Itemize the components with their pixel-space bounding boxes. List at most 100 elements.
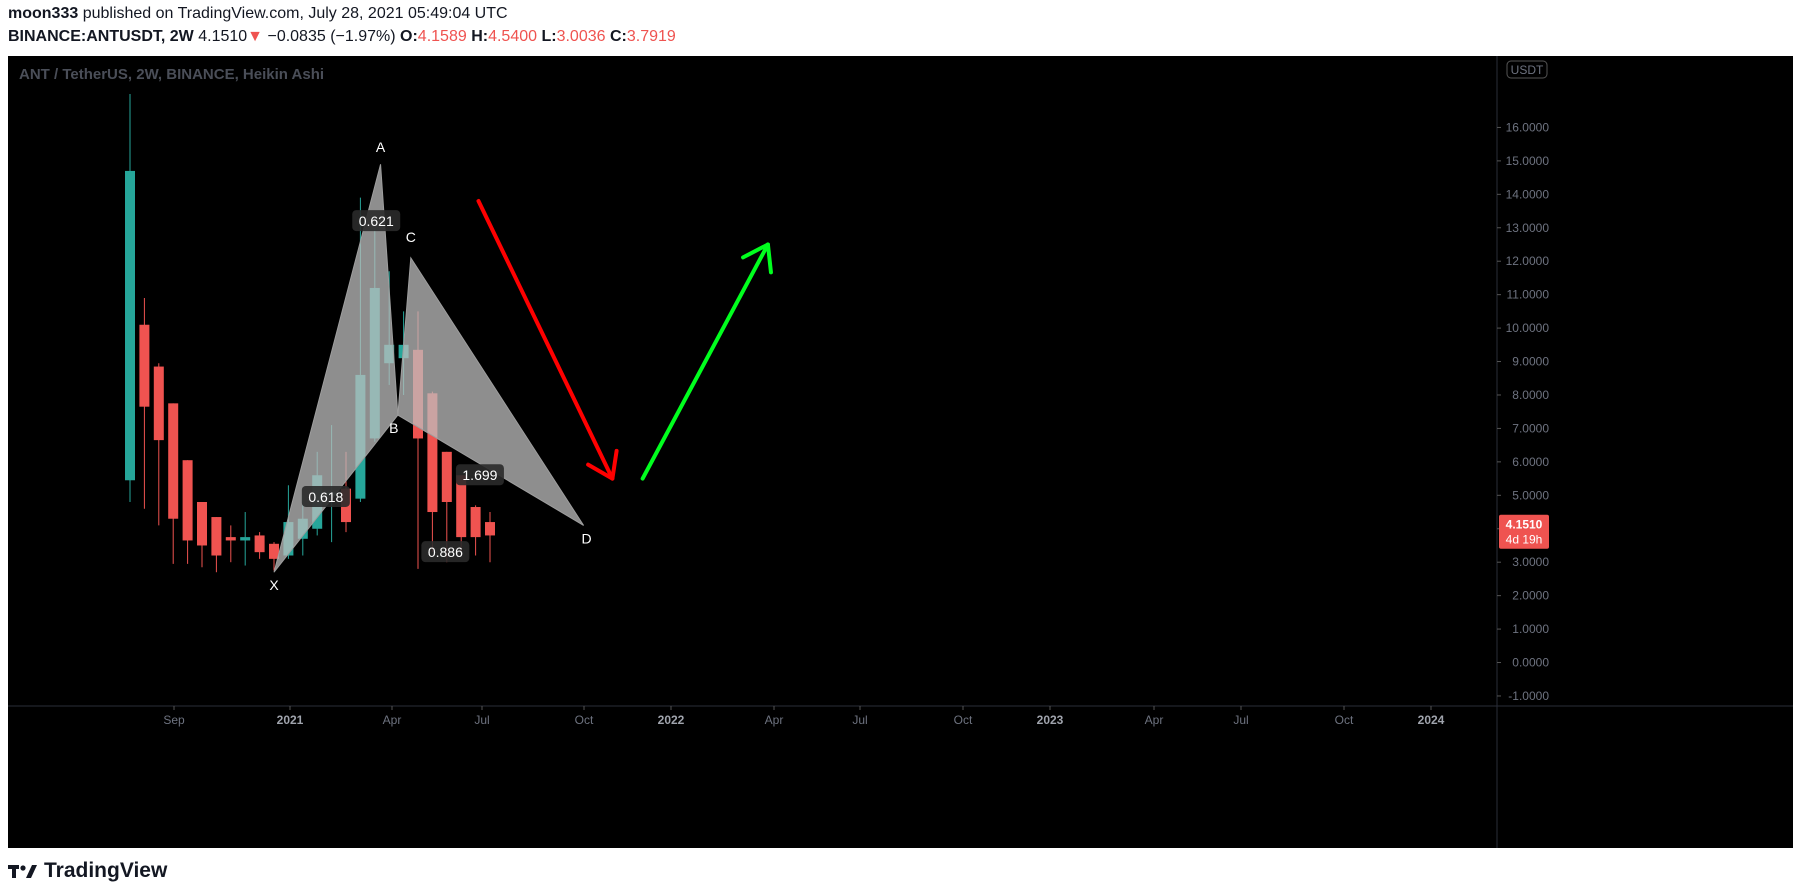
- y-tick-label: 11.0000: [1507, 288, 1550, 302]
- candle-body: [269, 543, 279, 559]
- open-value: 4.1589: [417, 28, 467, 45]
- ratio-label: 1.699: [455, 464, 504, 486]
- candle-body: [485, 522, 495, 536]
- x-tick-label: 2024: [1418, 713, 1445, 727]
- down-arrow-icon: ▼: [247, 28, 264, 45]
- chart-title: ANT / TetherUS, 2W, BINANCE, Heikin Ashi: [19, 66, 325, 83]
- y-tick-label: 1.0000: [1512, 622, 1549, 636]
- pattern-point-a: A: [376, 139, 386, 155]
- y-tick-label: 12.0000: [1506, 254, 1550, 268]
- ratio-label-text: 0.886: [428, 544, 463, 560]
- last-price-value: 4.1510: [1506, 518, 1543, 532]
- candle-body: [197, 502, 207, 546]
- candle-body: [225, 537, 236, 541]
- bar-countdown: 4d 19h: [1506, 533, 1543, 547]
- x-tick-label: Jul: [474, 713, 489, 727]
- red-arrow-shaft: [476, 199, 615, 481]
- x-tick-label: Apr: [765, 713, 784, 727]
- x-tick-label: Jul: [852, 713, 867, 727]
- pattern-point-x: X: [269, 577, 279, 593]
- red-arrow-head: [586, 448, 619, 481]
- low-value: 3.0036: [556, 28, 606, 45]
- y-tick-label: 9.0000: [1512, 355, 1549, 369]
- last-price-box: [1499, 514, 1549, 549]
- ratio-label-box: [352, 210, 401, 232]
- candle-body: [427, 393, 438, 513]
- ratio-label-box: [421, 541, 470, 563]
- x-tick-label: 2022: [658, 713, 685, 727]
- low-label: L:: [541, 28, 557, 45]
- publish-line: moon333 published on TradingView.com, Ju…: [8, 5, 508, 23]
- ratio-label-text: 0.621: [359, 213, 394, 229]
- candle-body: [441, 451, 452, 502]
- x-tick-label: Oct: [954, 713, 973, 727]
- x-tick-label: Oct: [575, 713, 594, 727]
- ratio-label: 0.621: [352, 210, 401, 232]
- y-tick-label: 10.0000: [1506, 321, 1550, 335]
- last-price: 4.1510: [198, 28, 248, 45]
- candle-body: [182, 460, 193, 541]
- symbol-line: BINANCE:ANTUSDT, 2W 4.1510▼ −0.0835 (−1.…: [8, 28, 676, 46]
- candle-body: [240, 537, 251, 541]
- x-tick-label: Jul: [1233, 713, 1248, 727]
- tradingview-footer[interactable]: TradingView: [8, 859, 167, 883]
- y-tick-label: 5.0000: [1512, 488, 1549, 502]
- close-value: 3.7919: [626, 28, 676, 45]
- pattern-point-c: C: [406, 229, 416, 245]
- y-tick-label: 3.0000: [1512, 555, 1549, 569]
- ratio-label-box: [455, 464, 504, 486]
- ratio-label: 0.618: [301, 485, 350, 507]
- y-tick-label: 16.0000: [1506, 120, 1550, 134]
- green-arrow-icon: [640, 242, 773, 481]
- green-arrow-shaft: [640, 242, 770, 481]
- publish-info: published on TradingView.com, July 28, 2…: [82, 5, 508, 22]
- green-arrow-head: [741, 242, 773, 275]
- y-tick-label: 13.0000: [1506, 221, 1550, 235]
- candle-body: [168, 403, 179, 519]
- currency-badge-label: USDT: [1511, 63, 1544, 77]
- y-tick-label: 15.0000: [1506, 154, 1550, 168]
- x-tick-label: Apr: [1145, 713, 1164, 727]
- symbol-name: BINANCE:ANTUSDT, 2W: [8, 28, 194, 45]
- candle-body: [254, 535, 265, 553]
- x-tick-label: Oct: [1335, 713, 1354, 727]
- currency-badge-box: [1506, 60, 1548, 79]
- candle-body: [125, 170, 135, 481]
- candle-body: [211, 517, 222, 556]
- candle-body: [470, 507, 481, 538]
- y-tick-label: 8.0000: [1512, 388, 1549, 402]
- chart-panel[interactable]: 16.0000 15.0000 14.0000 13.0000 12.0000 11.00…: [8, 56, 1793, 848]
- price-chart[interactable]: 16.0000 15.0000 14.0000 13.0000 12.0000 11.00…: [8, 56, 1793, 848]
- candle-body: [456, 475, 467, 538]
- y-tick-label: 2.0000: [1512, 589, 1549, 603]
- y-tick-label: 7.0000: [1512, 421, 1549, 435]
- ratio-label-text: 1.699: [462, 467, 497, 483]
- x-tick-label: Apr: [383, 713, 402, 727]
- x-tick-label: Sep: [163, 713, 185, 727]
- high-value: 4.5400: [488, 28, 538, 45]
- high-label: H:: [471, 28, 489, 45]
- y-tick-label: 0.0000: [1512, 656, 1549, 670]
- candle-body: [153, 366, 164, 441]
- pattern-bcd-triangle: [397, 256, 585, 526]
- red-arrow-icon: [476, 199, 619, 481]
- ratio-label-box: [301, 485, 350, 507]
- tradingview-logo-icon: [8, 865, 37, 878]
- pattern-point-d: D: [582, 530, 592, 546]
- ratio-label-text: 0.618: [308, 489, 343, 505]
- ratio-label: 0.886: [421, 541, 470, 563]
- author-name[interactable]: moon333: [8, 5, 79, 22]
- candle-body: [139, 324, 150, 407]
- x-tick-label: 2021: [277, 713, 304, 727]
- y-tick-label: 6.0000: [1512, 455, 1549, 469]
- y-tick-label: -1.0000: [1508, 689, 1549, 703]
- currency-badge: USDT: [1506, 60, 1548, 79]
- pattern-point-b: B: [389, 420, 398, 436]
- open-label: O:: [400, 28, 418, 45]
- close-label: C:: [609, 28, 627, 45]
- y-tick-label: 14.0000: [1506, 187, 1550, 201]
- price-change: −0.0835 (−1.97%): [267, 28, 396, 45]
- brand-name: TradingView: [44, 859, 168, 882]
- x-tick-label: 2023: [1037, 713, 1064, 727]
